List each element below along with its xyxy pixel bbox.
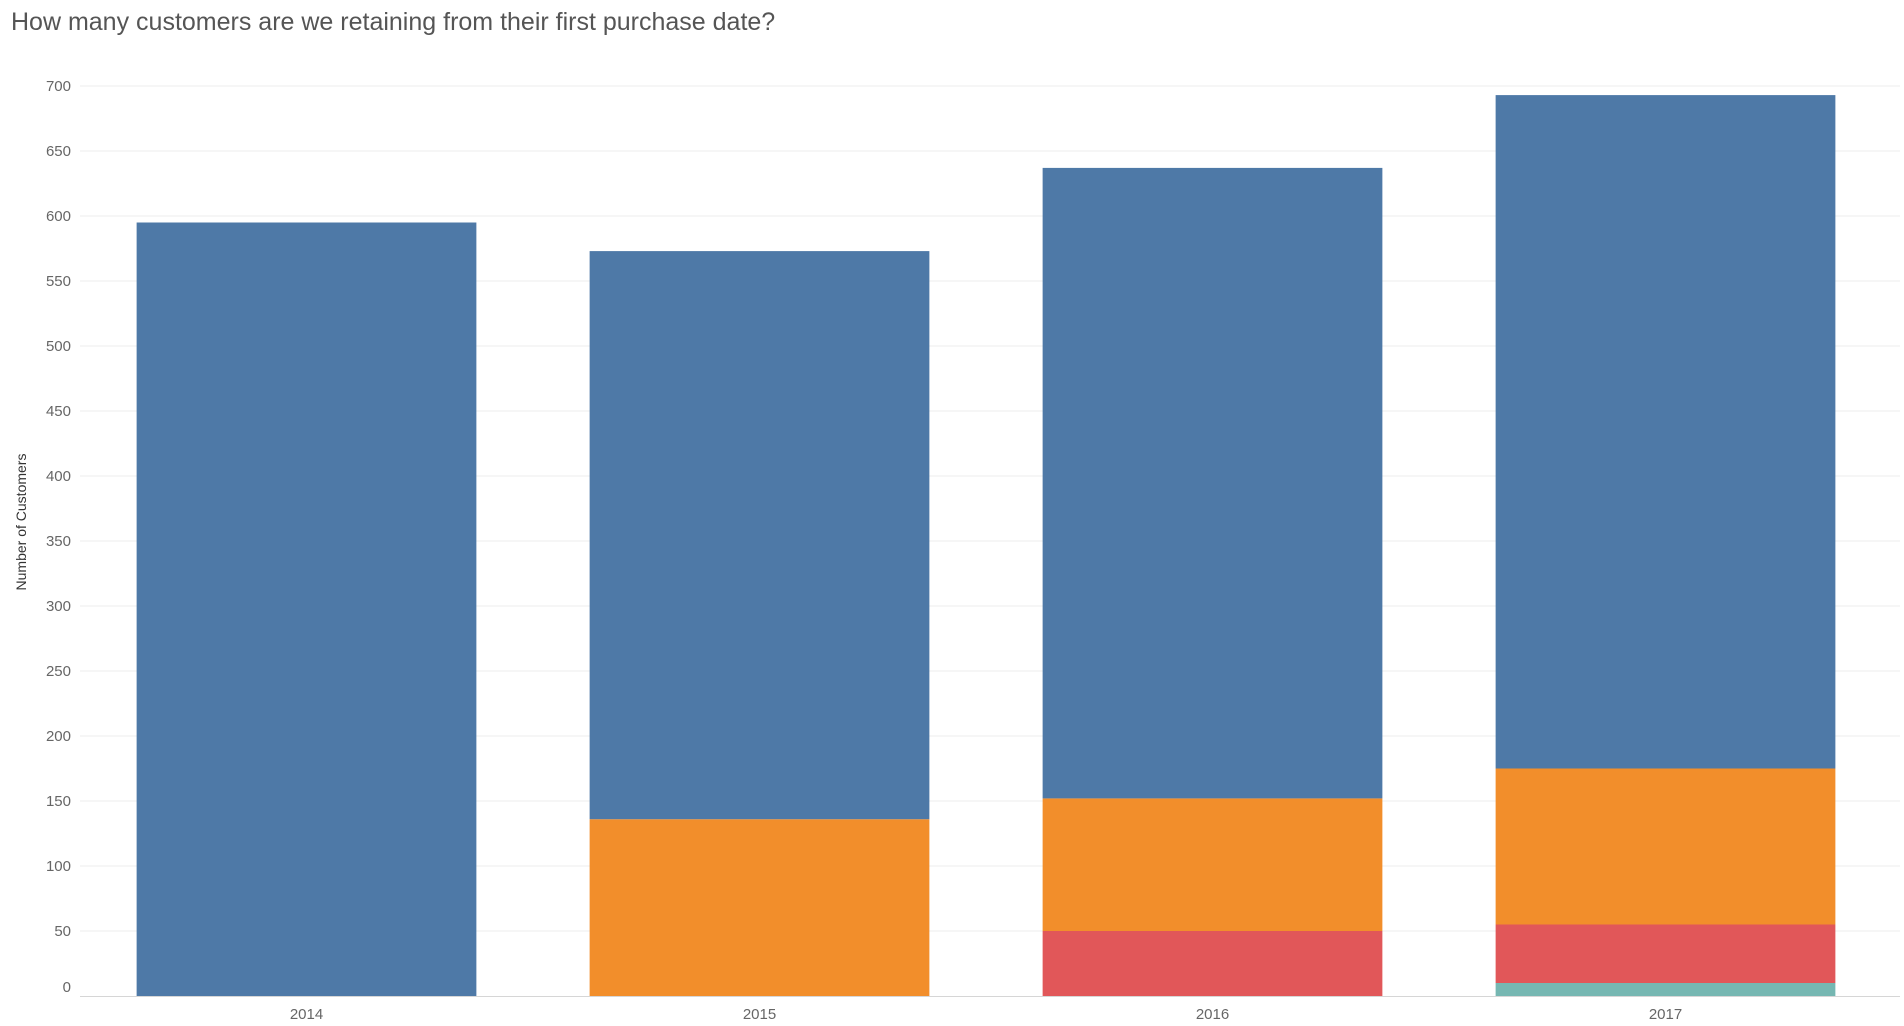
x-tick-label: 2014 xyxy=(290,1006,323,1023)
y-tick-label: 600 xyxy=(46,208,71,225)
y-tick-label: 700 xyxy=(46,78,71,95)
x-tick-label: 2016 xyxy=(1196,1006,1229,1023)
x-tick-label: 2015 xyxy=(743,1006,776,1023)
bar-segment-2017-4[interactable] xyxy=(1495,95,1836,769)
bar-segment-2015-3[interactable] xyxy=(589,819,930,996)
y-tick-label: 200 xyxy=(46,728,71,745)
y-tick-label: 250 xyxy=(46,663,71,680)
y-tick-label: 150 xyxy=(46,793,71,810)
y-tick-label: 50 xyxy=(54,923,71,940)
bar-segment-2016-4[interactable] xyxy=(1042,167,1383,799)
y-tick-label: 0 xyxy=(63,979,71,996)
bar-segment-2017-1[interactable] xyxy=(1495,983,1836,996)
y-tick-label: 550 xyxy=(46,273,71,290)
y-tick-label: 500 xyxy=(46,338,71,355)
y-tick-label: 350 xyxy=(46,533,71,550)
y-tick-label: 650 xyxy=(46,143,71,160)
axes: Number of Customers 0 50 100 150 200 250 300 35… xyxy=(13,78,1900,1023)
y-tick-label: 300 xyxy=(46,598,71,615)
bar-segment-2017-2[interactable] xyxy=(1495,924,1836,984)
x-tick-label: 2017 xyxy=(1649,1006,1682,1023)
y-tick-label: 450 xyxy=(46,403,71,420)
bar-segment-2017-3[interactable] xyxy=(1495,768,1836,925)
y-tick-label: 400 xyxy=(46,468,71,485)
bar-segment-2015-4[interactable] xyxy=(589,251,930,820)
bar-segment-2016-3[interactable] xyxy=(1042,798,1383,931)
bar-segment-2016-2[interactable] xyxy=(1042,931,1383,996)
bars xyxy=(136,95,1836,997)
chart-title: How many customers are we retaining from… xyxy=(11,8,776,36)
y-tick-label: 100 xyxy=(46,858,71,875)
bar-segment-2014-4[interactable] xyxy=(136,222,477,997)
y-axis-title: Number of Customers xyxy=(13,454,29,591)
